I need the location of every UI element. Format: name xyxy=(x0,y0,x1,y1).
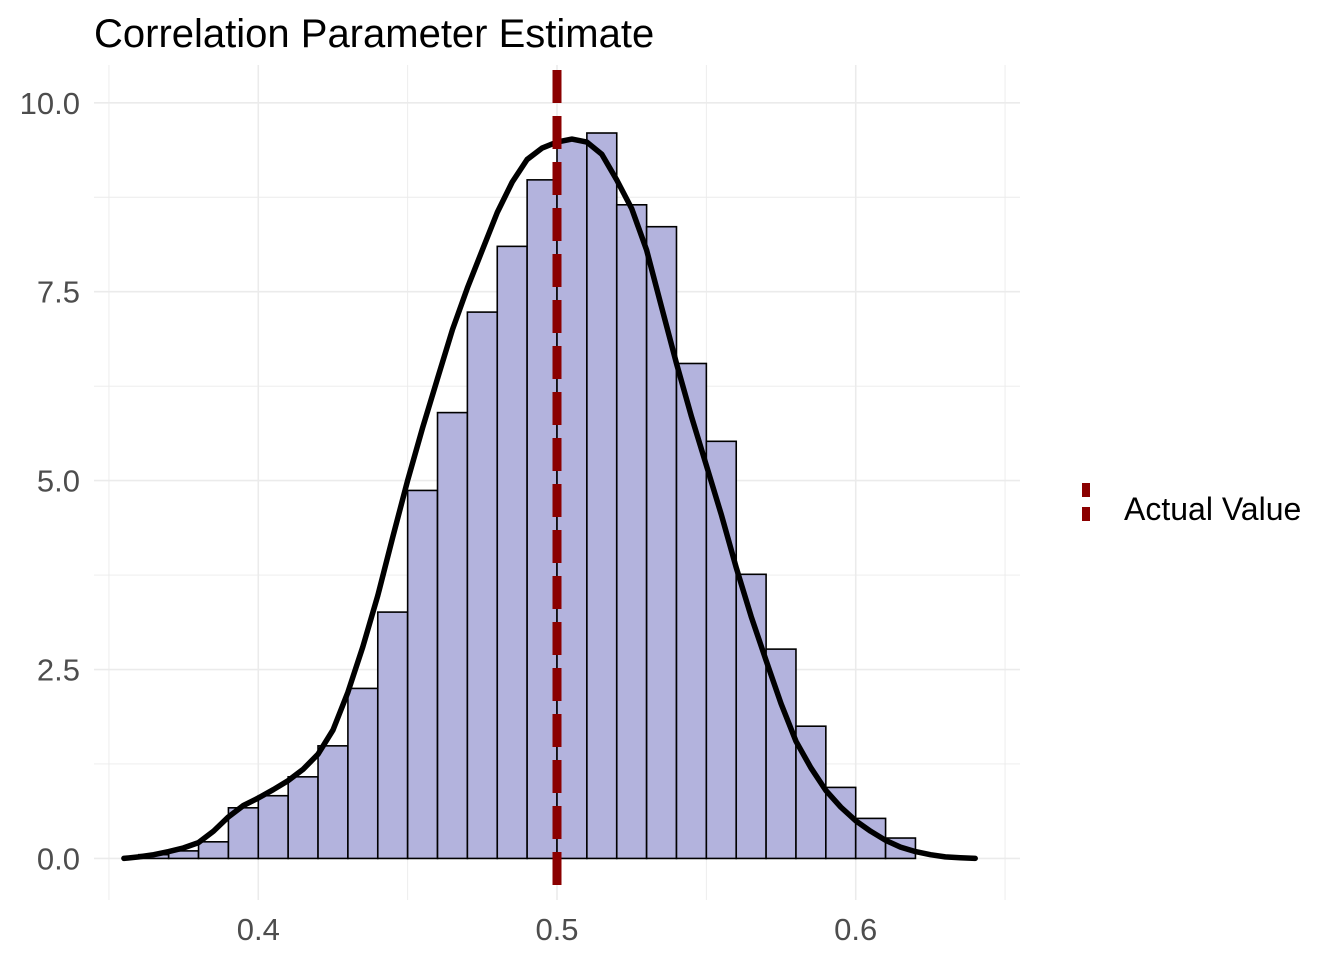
histogram-bars xyxy=(138,132,917,860)
legend: Actual Value xyxy=(1082,483,1301,530)
x-axis-tick-labels: 0.4 0.5 0.6 xyxy=(237,912,878,947)
y-tick-label: 7.5 xyxy=(37,275,80,310)
y-tick-label: 10.0 xyxy=(20,86,80,121)
y-axis-tick-labels: 0.0 2.5 5.0 7.5 10.0 xyxy=(20,86,80,877)
histogram-bar xyxy=(257,794,289,860)
histogram-bar xyxy=(705,440,738,860)
histogram-bar xyxy=(586,132,618,860)
x-tick-label: 0.5 xyxy=(535,912,578,947)
histogram-bar xyxy=(466,311,499,860)
legend-label-actual-value: Actual Value xyxy=(1124,491,1301,527)
histogram-bar xyxy=(406,489,439,860)
x-tick-label: 0.6 xyxy=(834,912,877,947)
y-tick-label: 2.5 xyxy=(37,653,80,688)
histogram-bar xyxy=(376,611,409,860)
y-tick-label: 0.0 xyxy=(37,841,80,876)
histogram-bar xyxy=(526,179,558,860)
histogram-bar xyxy=(436,411,469,860)
histogram-bar xyxy=(556,139,588,860)
histogram-bar xyxy=(317,745,349,860)
histogram-bar xyxy=(347,687,379,860)
histogram-bar xyxy=(645,225,678,860)
histogram-bar xyxy=(765,648,797,860)
histogram-bar xyxy=(675,362,708,860)
density-curve xyxy=(121,136,978,862)
histogram-bar xyxy=(287,776,319,860)
x-tick-label: 0.4 xyxy=(237,912,280,947)
y-tick-label: 5.0 xyxy=(37,464,80,499)
histogram-bar xyxy=(197,841,230,860)
histogram-bar xyxy=(496,245,528,860)
histogram-bar xyxy=(615,203,648,860)
chart-title: Correlation Parameter Estimate xyxy=(94,12,654,56)
